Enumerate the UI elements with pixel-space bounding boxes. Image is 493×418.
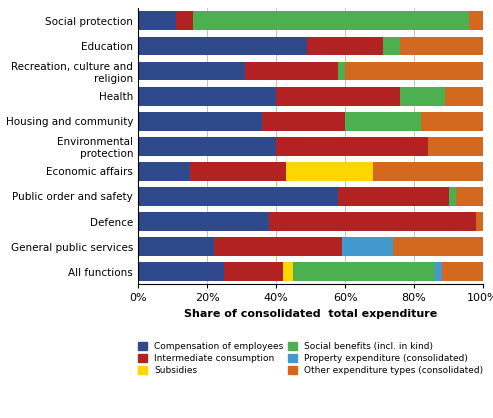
Bar	[283, 263, 293, 281]
Bar	[138, 187, 338, 206]
Legend: Compensation of employees, Intermediate consumption, Subsidies, Social benefits : Compensation of employees, Intermediate …	[134, 339, 487, 379]
Bar	[435, 263, 442, 281]
X-axis label: Share of consolidated  total expenditure: Share of consolidated total expenditure	[184, 309, 437, 319]
Bar	[276, 87, 400, 105]
Bar	[428, 137, 483, 155]
Bar	[393, 237, 483, 256]
Bar	[262, 112, 345, 130]
Bar	[400, 87, 445, 105]
Bar	[469, 11, 483, 30]
Bar	[138, 112, 262, 130]
Bar	[193, 11, 469, 30]
Bar	[138, 263, 224, 281]
Bar	[245, 61, 338, 80]
Bar	[342, 237, 393, 256]
Bar	[138, 137, 276, 155]
Bar	[400, 37, 483, 56]
Bar	[383, 37, 400, 56]
Bar	[214, 237, 342, 256]
Bar	[138, 212, 269, 231]
Bar	[224, 263, 283, 281]
Bar	[421, 112, 483, 130]
Bar	[345, 61, 483, 80]
Bar	[138, 61, 245, 80]
Bar	[176, 11, 193, 30]
Bar	[138, 37, 307, 56]
Bar	[442, 263, 483, 281]
Bar	[269, 212, 476, 231]
Bar	[449, 187, 456, 206]
Bar	[138, 87, 276, 105]
Bar	[286, 162, 373, 181]
Bar	[138, 11, 176, 30]
Bar	[138, 162, 190, 181]
Bar	[276, 137, 428, 155]
Bar	[190, 162, 286, 181]
Bar	[476, 212, 483, 231]
Bar	[338, 187, 449, 206]
Bar	[307, 37, 383, 56]
Bar	[456, 187, 483, 206]
Bar	[345, 112, 421, 130]
Bar	[338, 61, 345, 80]
Bar	[445, 87, 483, 105]
Bar	[293, 263, 435, 281]
Bar	[138, 237, 214, 256]
Bar	[373, 162, 483, 181]
